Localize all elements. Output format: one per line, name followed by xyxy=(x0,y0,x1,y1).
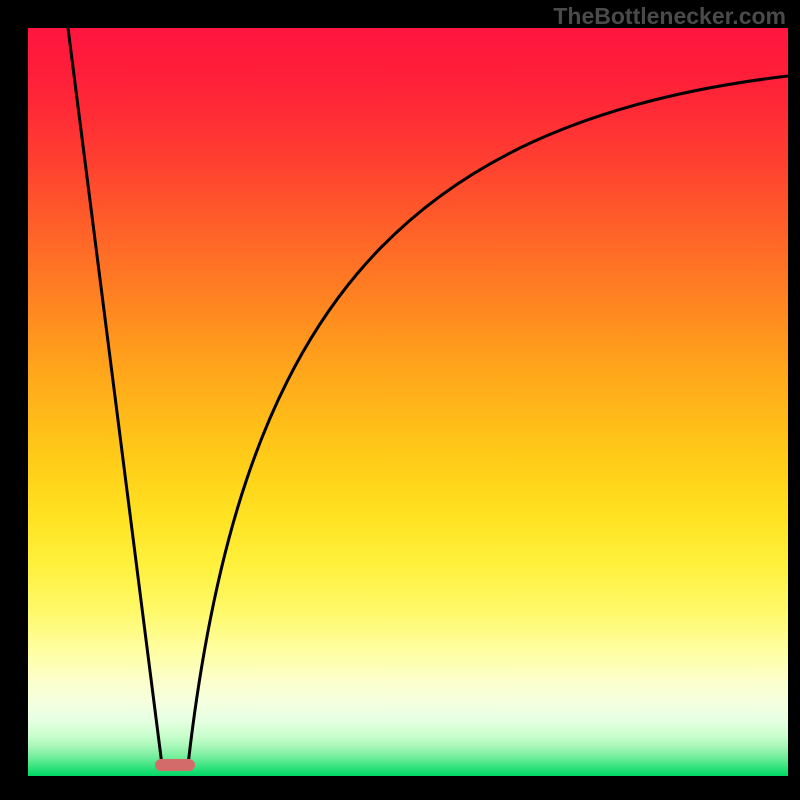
watermark-text: TheBottlenecker.com xyxy=(553,3,786,30)
plot-area xyxy=(28,28,788,776)
bottleneck-curves xyxy=(28,28,788,776)
chart-root: TheBottlenecker.com xyxy=(0,0,800,800)
sweet-spot-marker xyxy=(155,759,195,771)
